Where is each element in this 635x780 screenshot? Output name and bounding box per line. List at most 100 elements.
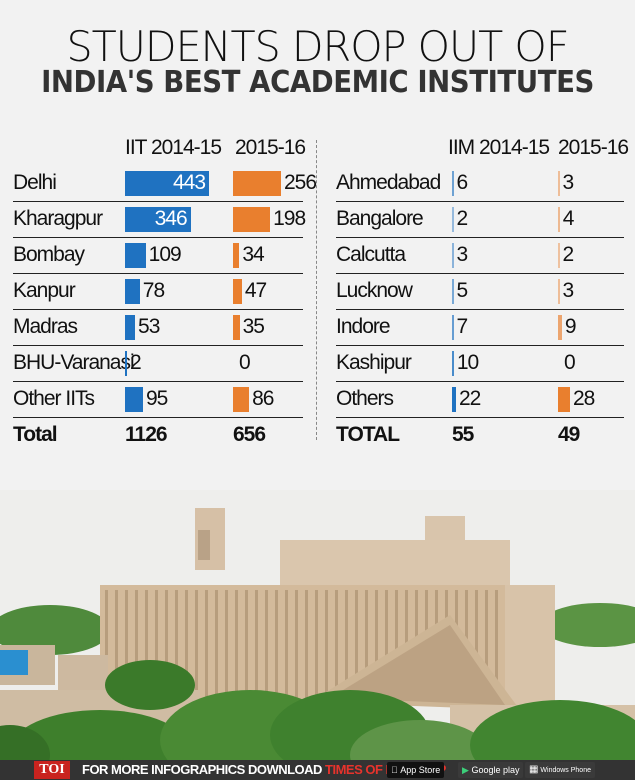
bar-2014-15: [125, 243, 146, 268]
value-2015-16: 3: [562, 279, 575, 302]
row-label: Total: [13, 423, 58, 446]
bar-2014-15: [452, 207, 454, 232]
row-label: Bangalore: [336, 207, 424, 230]
iim-table: IIM 2014-15 2015-16 Ahmedabad 6 3 Bangalore…: [336, 130, 629, 453]
row-label: Kharagpur: [13, 207, 103, 230]
table-row: Lucknow 5 3: [336, 274, 624, 310]
value-2014-15: 3: [456, 243, 469, 266]
value-2015-16: 47: [244, 279, 267, 302]
total-2015-16: 656: [233, 423, 266, 446]
bar-2014-15: [452, 351, 454, 376]
value-2015-16: 0: [239, 351, 251, 374]
value-2014-15: 109: [148, 243, 182, 266]
play-icon: ▶: [462, 765, 469, 775]
bar-2014-15: [125, 279, 140, 304]
table-row: Kanpur 78 47: [13, 274, 303, 310]
footer-text-white: FOR MORE INFOGRAPHICS DOWNLOAD: [82, 762, 326, 777]
iit-header-2014-15: IIT 2014-15: [125, 136, 222, 159]
value-2015-16: 4: [562, 207, 575, 230]
table-row: Delhi 443 256: [13, 166, 317, 202]
bar-2015-16: [233, 243, 240, 268]
iim-header-2015-16: 2015-16: [558, 136, 629, 159]
bar-2015-16: [558, 279, 560, 304]
total-2014-15: 55: [452, 423, 474, 446]
value-2015-16: 35: [242, 315, 265, 338]
bar-2015-16: [558, 315, 562, 340]
bar-2014-15: [125, 387, 143, 412]
bar-2014-15: [452, 279, 454, 304]
iim-header: IIM 2014-15 2015-16: [336, 130, 629, 166]
value-2015-16: 3: [562, 171, 575, 194]
windows-phone-badge[interactable]: ▦ Windows Phone: [525, 762, 595, 778]
bar-2014-15: [452, 387, 456, 412]
row-label: Ahmedabad: [336, 171, 441, 194]
bar-2015-16: [233, 171, 281, 196]
value-2015-16: 86: [252, 387, 274, 410]
value-2014-15: 95: [146, 387, 168, 410]
row-label: Delhi: [13, 171, 57, 194]
table-row: Bombay 109 34: [13, 238, 303, 274]
value-2014-15: 443: [173, 171, 206, 194]
bar-2014-15: [125, 171, 209, 196]
table-row: Other IITs 95 86: [13, 382, 303, 418]
windows-phone-label: Windows Phone: [540, 767, 591, 774]
value-2014-15: 22: [459, 387, 481, 410]
bar-2015-16: [233, 207, 271, 232]
bar-2014-15: [125, 207, 191, 232]
value-2015-16: 28: [573, 387, 595, 410]
value-2015-16: 0: [564, 351, 576, 374]
bar-2015-16: [233, 279, 242, 304]
iit-header: IIT 2014-15 2015-16: [13, 130, 306, 166]
iit-delhi-building-photo: [0, 490, 635, 760]
bar-2014-15: [452, 243, 454, 268]
total-row: TOTAL 55 49: [336, 418, 624, 453]
google-play-badge[interactable]: ▶ Google play: [458, 762, 524, 778]
value-2014-15: 78: [142, 279, 165, 302]
row-label: Bombay: [13, 243, 85, 266]
table-row: BHU-Varanasi 2 0: [13, 346, 303, 382]
total-row: Total 1126 656: [13, 418, 303, 453]
row-label: BHU-Varanasi: [13, 351, 135, 374]
bar-2015-16: [558, 171, 560, 196]
row-label: Lucknow: [336, 279, 413, 302]
value-2015-16: 256: [284, 171, 317, 194]
bar-2014-15: [452, 315, 454, 340]
table-row: Calcutta 3 2: [336, 238, 624, 274]
title-line-1: STUDENTS DROP OUT OF: [66, 22, 569, 71]
row-label: Other IITs: [13, 387, 95, 410]
iim-header-2014-15: IIM 2014-15: [448, 136, 550, 159]
apple-icon: : [391, 765, 398, 775]
table-row: Others 22 28: [336, 382, 624, 418]
google-play-label: Google play: [471, 765, 520, 775]
row-label: Calcutta: [336, 243, 406, 266]
table-row: Indore 7 9: [336, 310, 624, 346]
footer-bar: TOI FOR MORE INFOGRAPHICS DOWNLOAD TIMES…: [0, 760, 635, 780]
row-label: Madras: [13, 315, 78, 338]
app-store-badge[interactable]:  App Store: [387, 762, 445, 778]
value-2014-15: 53: [138, 315, 160, 338]
table-row: Kashipur 10 0: [336, 346, 624, 382]
bar-2015-16: [558, 243, 560, 268]
value-2014-15: 5: [456, 279, 469, 302]
value-2014-15: 346: [154, 207, 188, 230]
bar-2014-15: [125, 315, 136, 340]
total-2015-16: 49: [558, 423, 580, 446]
row-label: Kanpur: [13, 279, 76, 302]
row-label: TOTAL: [336, 423, 400, 446]
bar-2015-16: [233, 387, 250, 412]
value-2014-15: 6: [456, 171, 469, 194]
title-line-2: INDIA'S BEST ACADEMIC INSTITUTES: [41, 65, 594, 100]
toi-logo: TOI: [34, 761, 70, 779]
value-2014-15: 2: [130, 351, 142, 374]
value-2014-15: 2: [456, 207, 469, 230]
value-2015-16: 2: [562, 243, 575, 266]
app-store-label: App Store: [391, 765, 440, 775]
value-2015-16: 9: [564, 315, 577, 338]
value-2014-15: 7: [456, 315, 469, 338]
iit-header-2015-16: 2015-16: [235, 136, 306, 159]
table-row: Bangalore 2 4: [336, 202, 624, 238]
table-divider: [316, 140, 317, 440]
iit-table: IIT 2014-15 2015-16 Delhi 443 256 Kharagpur…: [13, 130, 317, 453]
value-2014-15: 10: [456, 351, 479, 374]
row-label: Others: [336, 387, 394, 410]
